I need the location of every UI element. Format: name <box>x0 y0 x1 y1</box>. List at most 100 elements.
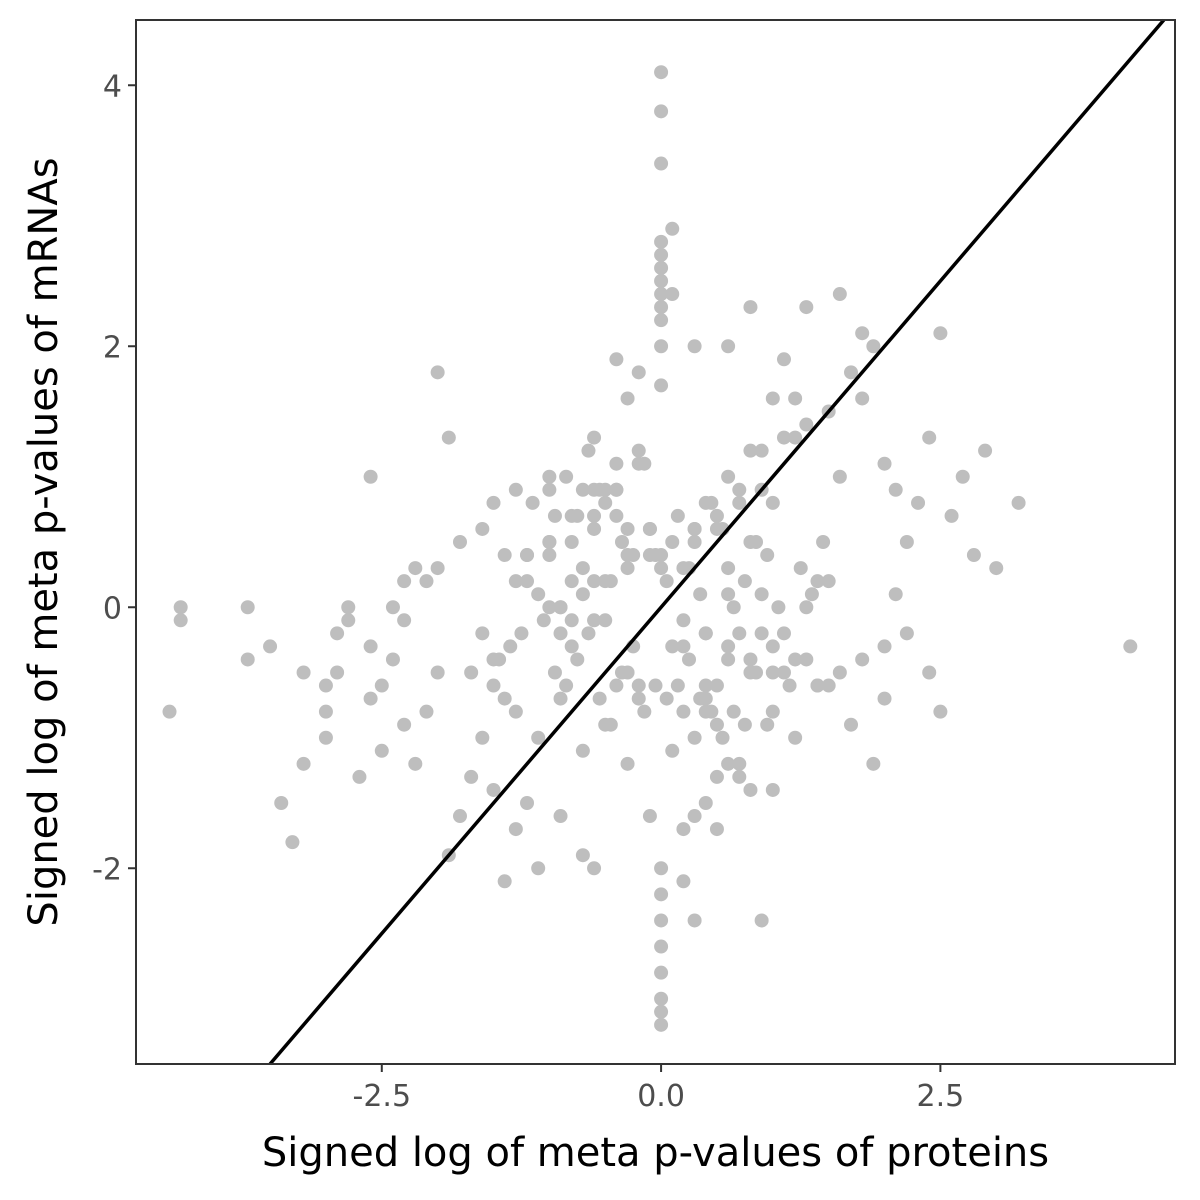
data-point <box>620 391 635 406</box>
data-point <box>542 548 557 563</box>
data-point <box>698 796 713 810</box>
data-point <box>620 561 635 576</box>
data-point <box>687 809 702 824</box>
data-point <box>397 613 412 628</box>
data-point <box>581 443 596 458</box>
data-point <box>709 822 724 837</box>
data-point <box>693 587 708 602</box>
data-point <box>430 365 445 380</box>
data-point <box>654 1004 669 1019</box>
data-point <box>687 339 702 354</box>
data-point <box>888 482 903 497</box>
data-point <box>721 587 736 602</box>
data-point <box>709 769 724 784</box>
data-point <box>760 717 775 732</box>
data-point <box>760 548 775 563</box>
data-point <box>564 639 579 654</box>
y-tick-label: 0 <box>103 591 122 626</box>
data-point <box>782 678 797 693</box>
data-point <box>542 469 557 484</box>
data-point <box>687 730 702 745</box>
data-point <box>173 600 188 615</box>
data-point <box>765 639 780 654</box>
data-point <box>799 600 814 615</box>
data-point <box>296 665 311 680</box>
data-point <box>693 691 708 706</box>
data-point <box>765 704 780 719</box>
data-point <box>274 796 289 810</box>
data-point <box>648 548 663 563</box>
data-point <box>542 535 557 549</box>
data-point <box>721 561 736 576</box>
data-point <box>352 769 367 784</box>
data-point <box>844 365 859 380</box>
data-point <box>531 587 546 602</box>
y-tick-label: -2 <box>92 852 122 887</box>
y-axis-title: Signed log of meta p-values of mRNAs <box>21 157 67 926</box>
data-point <box>659 691 674 706</box>
data-point <box>743 300 758 315</box>
data-point <box>709 508 724 523</box>
data-point <box>737 717 752 732</box>
data-point <box>441 430 456 445</box>
data-point <box>732 495 747 510</box>
data-point <box>654 561 669 576</box>
data-point <box>430 561 445 576</box>
data-point <box>709 717 724 732</box>
data-point <box>497 691 512 706</box>
data-point <box>341 613 356 628</box>
data-point <box>1011 495 1026 510</box>
data-point <box>749 535 764 549</box>
data-point <box>620 665 635 680</box>
data-point <box>810 574 825 589</box>
data-point <box>363 639 378 654</box>
data-point <box>162 704 177 719</box>
data-point <box>654 260 669 275</box>
data-point <box>547 665 562 680</box>
data-point <box>721 639 736 654</box>
data-point <box>654 313 669 328</box>
y-tick-label: 2 <box>103 330 122 365</box>
data-point <box>922 430 937 445</box>
data-point <box>503 639 518 654</box>
data-point <box>536 613 551 628</box>
data-point <box>575 482 590 497</box>
data-point <box>631 691 646 706</box>
data-point <box>721 469 736 484</box>
data-point <box>743 665 758 680</box>
data-point <box>654 104 669 119</box>
data-point <box>587 430 602 445</box>
data-point <box>620 521 635 536</box>
data-point <box>654 1017 669 1032</box>
data-point <box>508 822 523 837</box>
data-point <box>754 913 769 928</box>
data-point <box>592 482 607 497</box>
data-point <box>575 587 590 602</box>
data-point <box>676 704 691 719</box>
data-point <box>654 300 669 315</box>
data-point <box>732 769 747 784</box>
data-point <box>754 443 769 458</box>
data-point <box>771 600 786 615</box>
data-point <box>654 65 669 80</box>
data-point <box>374 743 389 758</box>
data-point <box>654 156 669 171</box>
data-point <box>642 521 657 536</box>
identity-reference-line <box>268 18 1166 1066</box>
data-point <box>911 495 926 510</box>
data-point <box>603 574 618 589</box>
data-point <box>475 521 490 536</box>
data-point <box>374 678 389 693</box>
data-point <box>609 508 624 523</box>
data-point <box>570 508 585 523</box>
data-point <box>788 652 803 667</box>
data-point <box>587 574 602 589</box>
data-point <box>508 482 523 497</box>
data-point <box>687 535 702 549</box>
data-point <box>497 874 512 889</box>
data-point <box>654 234 669 249</box>
data-point <box>525 495 540 510</box>
data-point <box>743 443 758 458</box>
data-point <box>776 626 791 641</box>
data-point <box>866 339 881 354</box>
